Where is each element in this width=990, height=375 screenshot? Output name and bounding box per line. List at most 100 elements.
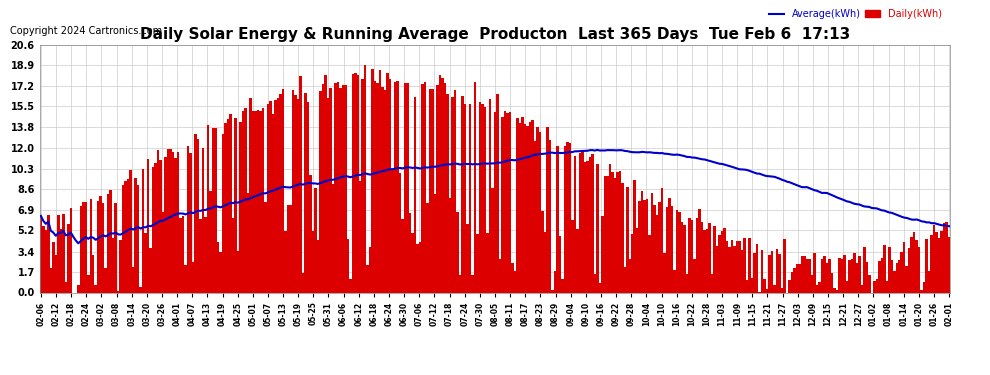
Bar bbox=[127, 179, 130, 292]
Bar bbox=[132, 267, 135, 292]
Bar bbox=[327, 98, 329, 292]
Bar bbox=[726, 242, 729, 292]
Bar bbox=[921, 290, 923, 292]
Bar bbox=[412, 233, 414, 292]
Bar bbox=[783, 239, 786, 292]
Bar bbox=[299, 76, 302, 292]
Bar bbox=[606, 176, 609, 292]
Bar bbox=[673, 270, 676, 292]
Bar bbox=[366, 265, 369, 292]
Bar bbox=[319, 91, 322, 292]
Bar bbox=[43, 226, 45, 292]
Bar bbox=[140, 287, 142, 292]
Bar bbox=[624, 267, 626, 292]
Bar bbox=[177, 152, 179, 292]
Bar bbox=[918, 246, 921, 292]
Bar bbox=[686, 274, 688, 292]
Bar bbox=[611, 172, 614, 292]
Bar bbox=[174, 158, 177, 292]
Bar bbox=[364, 64, 366, 292]
Bar bbox=[269, 101, 271, 292]
Bar bbox=[858, 256, 860, 292]
Bar bbox=[601, 216, 604, 292]
Bar bbox=[407, 83, 409, 292]
Bar bbox=[933, 225, 936, 292]
Bar bbox=[149, 248, 151, 292]
Bar bbox=[855, 263, 858, 292]
Bar bbox=[474, 82, 476, 292]
Bar bbox=[928, 271, 931, 292]
Bar bbox=[456, 212, 458, 292]
Bar bbox=[511, 263, 514, 292]
Bar bbox=[566, 141, 568, 292]
Bar bbox=[481, 104, 484, 292]
Bar bbox=[332, 184, 334, 292]
Bar bbox=[371, 69, 374, 292]
Bar bbox=[432, 88, 434, 292]
Bar bbox=[374, 81, 376, 292]
Bar bbox=[324, 75, 327, 292]
Bar bbox=[773, 285, 776, 292]
Bar bbox=[529, 122, 532, 292]
Bar bbox=[776, 249, 778, 292]
Bar bbox=[896, 263, 898, 292]
Bar bbox=[212, 128, 214, 292]
Bar bbox=[354, 73, 356, 292]
Bar bbox=[207, 124, 209, 292]
Bar bbox=[836, 290, 839, 292]
Bar bbox=[706, 229, 709, 292]
Bar bbox=[351, 74, 354, 292]
Bar bbox=[573, 156, 576, 292]
Bar bbox=[576, 230, 578, 292]
Bar bbox=[292, 90, 294, 292]
Bar bbox=[878, 261, 880, 292]
Bar bbox=[532, 120, 534, 292]
Bar bbox=[645, 199, 648, 292]
Bar bbox=[442, 78, 444, 292]
Bar bbox=[394, 82, 396, 292]
Bar bbox=[453, 90, 456, 292]
Bar bbox=[137, 184, 140, 292]
Bar bbox=[342, 85, 345, 292]
Bar bbox=[77, 285, 79, 292]
Bar bbox=[719, 235, 721, 292]
Legend: Average(kWh), Daily(kWh): Average(kWh), Daily(kWh) bbox=[765, 5, 945, 23]
Bar bbox=[479, 102, 481, 292]
Bar bbox=[145, 233, 147, 292]
Bar bbox=[544, 232, 546, 292]
Bar bbox=[187, 146, 189, 292]
Bar bbox=[571, 220, 573, 292]
Bar bbox=[147, 159, 149, 292]
Bar bbox=[414, 97, 417, 292]
Bar bbox=[629, 260, 631, 292]
Bar bbox=[504, 111, 506, 292]
Bar bbox=[471, 275, 474, 292]
Bar bbox=[621, 183, 624, 292]
Bar bbox=[287, 205, 289, 292]
Bar bbox=[875, 279, 878, 292]
Bar bbox=[164, 157, 167, 292]
Bar bbox=[616, 172, 619, 292]
Bar bbox=[396, 81, 399, 292]
Bar bbox=[891, 260, 893, 292]
Bar bbox=[105, 268, 107, 292]
Bar bbox=[437, 86, 439, 292]
Bar bbox=[614, 178, 616, 292]
Bar bbox=[117, 291, 120, 292]
Bar bbox=[883, 245, 885, 292]
Bar bbox=[913, 231, 916, 292]
Bar bbox=[230, 114, 232, 292]
Bar bbox=[691, 220, 693, 292]
Bar bbox=[863, 247, 865, 292]
Bar bbox=[192, 261, 194, 292]
Bar bbox=[245, 108, 247, 292]
Bar bbox=[709, 222, 711, 292]
Bar bbox=[763, 279, 765, 292]
Bar bbox=[458, 275, 461, 292]
Bar bbox=[666, 207, 668, 292]
Bar bbox=[648, 235, 651, 292]
Bar bbox=[936, 232, 938, 292]
Bar bbox=[379, 70, 381, 292]
Bar bbox=[811, 275, 813, 292]
Bar bbox=[850, 260, 853, 292]
